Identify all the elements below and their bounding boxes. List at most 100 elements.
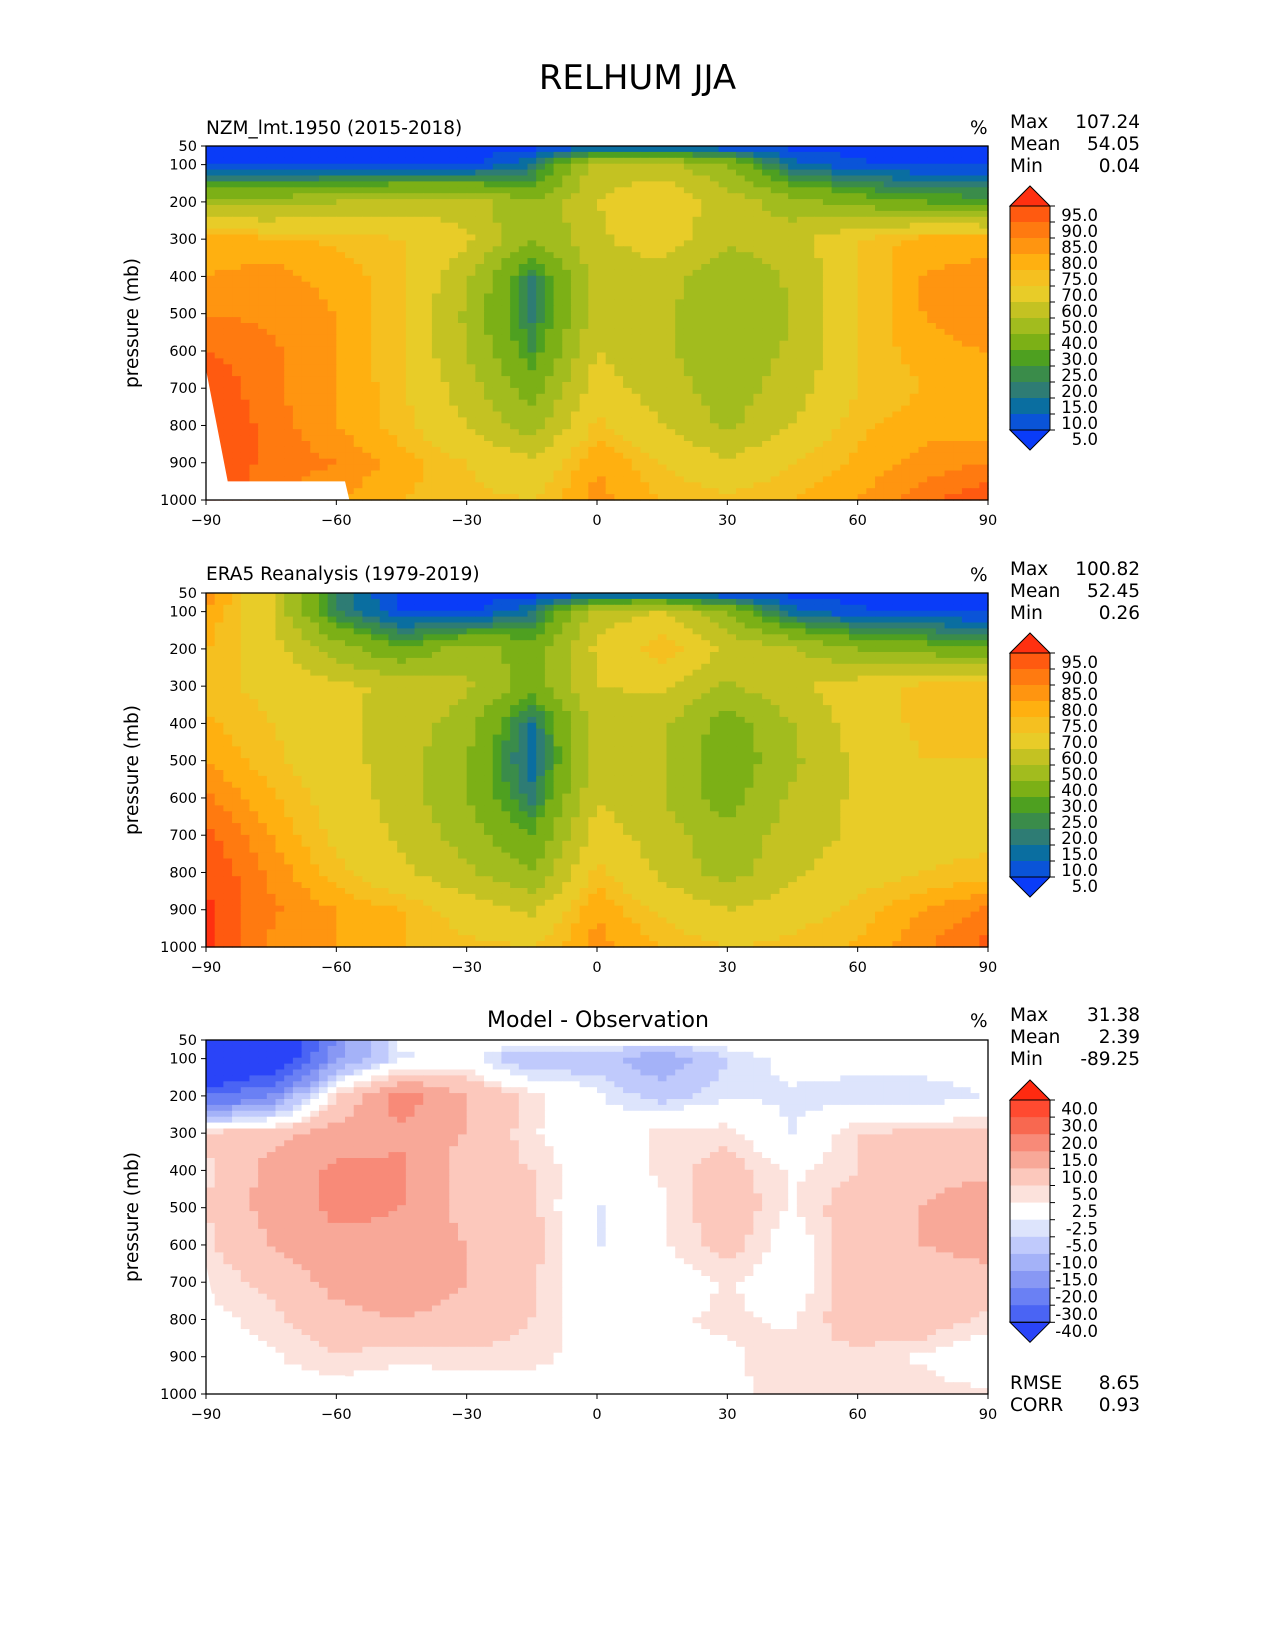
heatmap-cell bbox=[822, 157, 833, 165]
heatmap-cell bbox=[457, 264, 468, 271]
heatmap-cell bbox=[614, 228, 624, 236]
heatmap-cell bbox=[605, 328, 615, 336]
heatmap-cell bbox=[466, 399, 476, 407]
heatmap-cell bbox=[892, 264, 902, 271]
heatmap-cell bbox=[770, 352, 781, 359]
heatmap-cell bbox=[423, 352, 433, 359]
heatmap-cell bbox=[692, 370, 702, 377]
heatmap-cell bbox=[788, 264, 798, 271]
heatmap-cell bbox=[762, 175, 772, 182]
heatmap-cell bbox=[310, 264, 320, 271]
heatmap-cell bbox=[284, 157, 294, 165]
panel1-stat-min: Min 0.04 bbox=[1010, 156, 1140, 177]
heatmap-cell bbox=[388, 352, 398, 359]
heatmap-cell bbox=[397, 340, 407, 348]
heatmap-cell bbox=[518, 210, 529, 218]
heatmap-cell bbox=[866, 464, 876, 472]
heatmap-cell bbox=[379, 199, 390, 206]
heatmap-cell bbox=[979, 193, 989, 200]
heatmap-cell bbox=[258, 405, 268, 413]
heatmap-cell bbox=[301, 352, 311, 359]
heatmap-cell bbox=[970, 281, 980, 289]
heatmap-cell bbox=[901, 169, 911, 177]
heatmap-cell bbox=[397, 157, 407, 165]
heatmap-cell bbox=[666, 382, 676, 389]
heatmap-cell bbox=[727, 216, 737, 224]
heatmap-cell bbox=[831, 429, 841, 436]
heatmap-cell bbox=[666, 146, 676, 153]
heatmap-cell bbox=[631, 252, 642, 259]
heatmap-cell bbox=[831, 210, 841, 218]
heatmap-cell bbox=[466, 405, 476, 413]
heatmap-cell bbox=[544, 370, 555, 377]
heatmap-cell bbox=[788, 163, 798, 171]
heatmap-cell bbox=[318, 364, 329, 371]
heatmap-cell bbox=[232, 205, 242, 212]
heatmap-cell bbox=[944, 299, 954, 306]
heatmap-cell bbox=[501, 352, 511, 359]
heatmap-cell bbox=[501, 281, 511, 289]
heatmap-cell bbox=[701, 405, 711, 413]
heatmap-cell bbox=[605, 299, 615, 306]
heatmap-cell bbox=[762, 181, 772, 188]
heatmap-cell bbox=[614, 364, 624, 371]
heatmap-cell bbox=[492, 464, 503, 472]
heatmap-cell bbox=[814, 193, 824, 200]
heatmap-cell bbox=[753, 446, 763, 454]
heatmap-cell bbox=[640, 240, 650, 247]
panel1-stats: Max 107.24 Mean 54.05 Min 0.04 bbox=[1010, 112, 1140, 178]
heatmap-cell bbox=[518, 193, 529, 200]
heatmap-cell bbox=[518, 299, 529, 306]
heatmap-cell bbox=[379, 151, 390, 159]
heatmap-cell bbox=[666, 317, 676, 324]
heatmap-cell bbox=[553, 258, 563, 265]
heatmap-cell bbox=[275, 393, 285, 401]
heatmap-cell bbox=[927, 423, 937, 430]
heatmap-cell bbox=[866, 199, 876, 206]
heatmap-cell bbox=[953, 269, 963, 277]
heatmap-cell bbox=[848, 399, 859, 407]
heatmap-cell bbox=[414, 246, 424, 253]
heatmap-cell bbox=[640, 193, 650, 200]
heatmap-cell bbox=[327, 181, 337, 188]
heatmap-cell bbox=[953, 210, 963, 218]
heatmap-cell bbox=[240, 193, 251, 200]
heatmap-cell bbox=[258, 252, 268, 259]
heatmap-cell bbox=[796, 370, 807, 377]
heatmap-cell bbox=[857, 187, 867, 194]
panel3-title: Model - Observation bbox=[487, 1008, 709, 1033]
heatmap-cell bbox=[275, 287, 285, 295]
heatmap-cell bbox=[492, 157, 503, 165]
heatmap-cell bbox=[362, 264, 372, 271]
heatmap-cell bbox=[492, 346, 503, 354]
heatmap-cell bbox=[831, 317, 841, 324]
heatmap-cell bbox=[909, 387, 920, 395]
heatmap-cell bbox=[927, 334, 937, 342]
heatmap-cell bbox=[318, 240, 329, 247]
heatmap-cell bbox=[892, 417, 902, 424]
heatmap-cell bbox=[979, 293, 989, 300]
heatmap-cell bbox=[944, 417, 954, 424]
heatmap-cell bbox=[492, 435, 503, 442]
heatmap-cell bbox=[457, 305, 468, 312]
heatmap-cell bbox=[953, 411, 963, 418]
heatmap-cell bbox=[579, 405, 589, 413]
heatmap-cell bbox=[753, 275, 763, 283]
heatmap-cell bbox=[944, 387, 954, 395]
heatmap-cell bbox=[588, 281, 598, 289]
heatmap-cell bbox=[892, 364, 902, 371]
panel3-stat-min: Min -89.25 bbox=[1010, 1049, 1140, 1070]
heatmap-cell bbox=[223, 234, 233, 241]
heatmap-cell bbox=[414, 222, 424, 230]
heatmap-cell bbox=[683, 222, 694, 230]
heatmap-cell bbox=[796, 299, 807, 306]
heatmap-cell bbox=[318, 151, 329, 159]
heatmap-cell bbox=[310, 429, 320, 436]
heatmap-cell bbox=[701, 169, 711, 177]
heatmap-cell bbox=[753, 323, 763, 330]
heatmap-cell bbox=[214, 423, 224, 430]
heatmap-cell bbox=[736, 205, 746, 212]
heatmap-cell bbox=[970, 376, 980, 383]
heatmap-cell bbox=[649, 446, 659, 454]
heatmap-cell bbox=[345, 157, 355, 165]
